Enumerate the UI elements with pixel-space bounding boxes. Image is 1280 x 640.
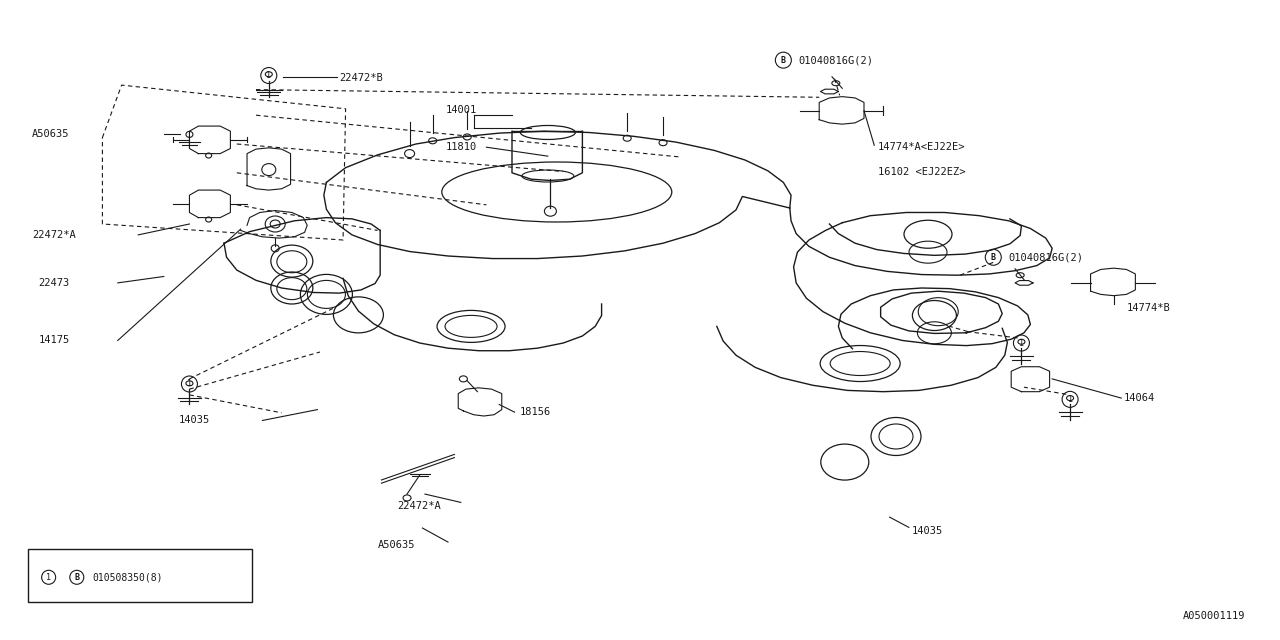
Text: A50635: A50635 <box>32 129 69 140</box>
Text: 14774*A<EJ22E>: 14774*A<EJ22E> <box>878 142 965 152</box>
Text: 22472*A: 22472*A <box>397 500 440 511</box>
Text: 14175: 14175 <box>38 335 69 346</box>
Text: 14064: 14064 <box>1124 393 1155 403</box>
Text: 1: 1 <box>1068 395 1073 404</box>
Text: 14774*B: 14774*B <box>1126 303 1170 314</box>
Text: B: B <box>74 573 79 582</box>
Text: 22472*A: 22472*A <box>32 230 76 240</box>
Bar <box>28 549 252 602</box>
Text: 14001: 14001 <box>445 105 476 115</box>
Text: 18156: 18156 <box>520 407 550 417</box>
Text: 01040816G(2): 01040816G(2) <box>1009 252 1084 262</box>
Text: 14035: 14035 <box>911 526 942 536</box>
Text: B: B <box>781 56 786 65</box>
Text: 01040816G(2): 01040816G(2) <box>799 55 874 65</box>
Text: 1: 1 <box>46 573 51 582</box>
Text: 16102 <EJ22EZ>: 16102 <EJ22EZ> <box>878 167 965 177</box>
Text: 010508350(8): 010508350(8) <box>92 572 163 582</box>
Text: A50635: A50635 <box>378 540 415 550</box>
Text: 14035: 14035 <box>179 415 210 426</box>
Text: A050001119: A050001119 <box>1183 611 1245 621</box>
Text: 1: 1 <box>187 380 192 388</box>
Text: 22473: 22473 <box>38 278 69 288</box>
Text: B: B <box>991 253 996 262</box>
Text: 22472*B: 22472*B <box>339 73 383 83</box>
Text: 1: 1 <box>266 71 271 80</box>
Text: 11810: 11810 <box>445 142 476 152</box>
Text: 1: 1 <box>1019 339 1024 348</box>
